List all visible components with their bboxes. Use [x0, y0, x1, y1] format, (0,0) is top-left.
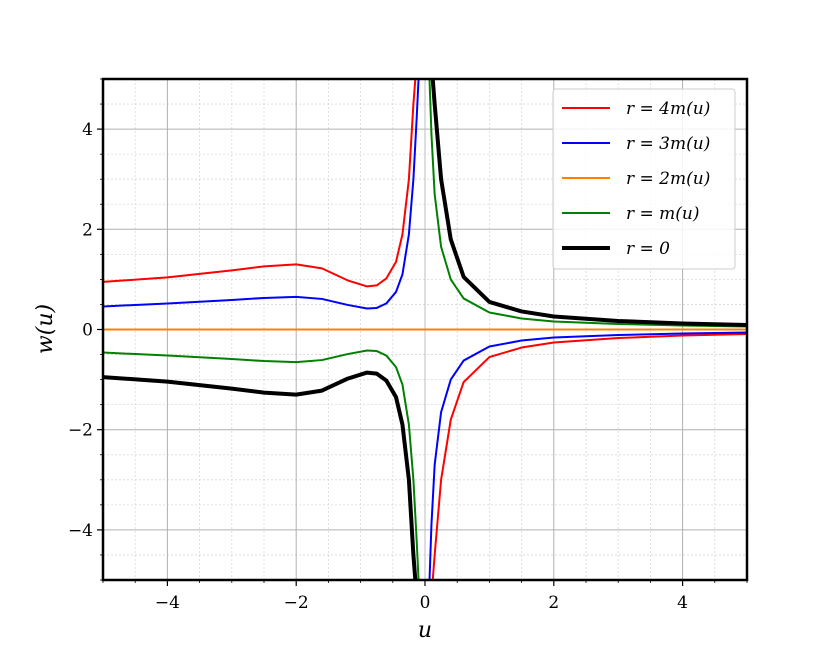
- legend-entry-4: r = 0: [562, 239, 670, 259]
- legend-label: r = m(u): [626, 204, 700, 224]
- x-axis-label: u: [418, 618, 432, 643]
- legend-box: [552, 88, 736, 270]
- series-0-segment-1: [431, 333, 747, 580]
- x-tick-label: −4: [155, 593, 180, 613]
- x-tick-label: 0: [420, 593, 431, 613]
- legend-entry-0: r = 4m(u): [562, 99, 710, 119]
- y-tick-label: 4: [82, 120, 93, 140]
- y-tick-label: 0: [82, 321, 93, 341]
- series-3-line: [103, 79, 747, 580]
- legend-entry-2: r = 2m(u): [562, 169, 710, 189]
- y-tick-label: −4: [68, 521, 93, 541]
- legend-label: r = 2m(u): [626, 169, 710, 189]
- legend-entry-1: r = 3m(u): [562, 134, 710, 154]
- series-0-line: [103, 79, 747, 580]
- y-tick-label: 2: [82, 220, 93, 240]
- legend-label: r = 0: [626, 239, 670, 259]
- series-1-line: [103, 79, 747, 580]
- series-3-segment-1: [428, 79, 747, 328]
- series-3-segment-0: [103, 349, 420, 580]
- series-0-segment-0: [103, 79, 417, 288]
- ticks-layer: −4 −2 0 2 4 −4 −2 0 2 4: [68, 78, 748, 613]
- x-tick-label: 4: [677, 593, 688, 613]
- y-tick-label: −2: [68, 421, 93, 441]
- legend-label: r = 3m(u): [626, 134, 710, 154]
- series-1-segment-0: [103, 79, 420, 310]
- series-4-segment-1: [430, 79, 747, 327]
- x-tick-label: 2: [548, 593, 559, 613]
- x-tick-label: −2: [284, 593, 309, 613]
- y-axis-label: w(u): [33, 304, 58, 354]
- legend-entry-3: r = m(u): [562, 204, 700, 224]
- series-4-line: [103, 79, 747, 580]
- legend: r = 4m(u) r = 3m(u) r = 2m(u) r = m(u) r = 0: [552, 88, 736, 270]
- series-4-segment-0: [103, 370, 418, 580]
- series-layer: [103, 79, 747, 580]
- series-1-segment-1: [428, 331, 747, 580]
- legend-label: r = 4m(u): [626, 99, 710, 119]
